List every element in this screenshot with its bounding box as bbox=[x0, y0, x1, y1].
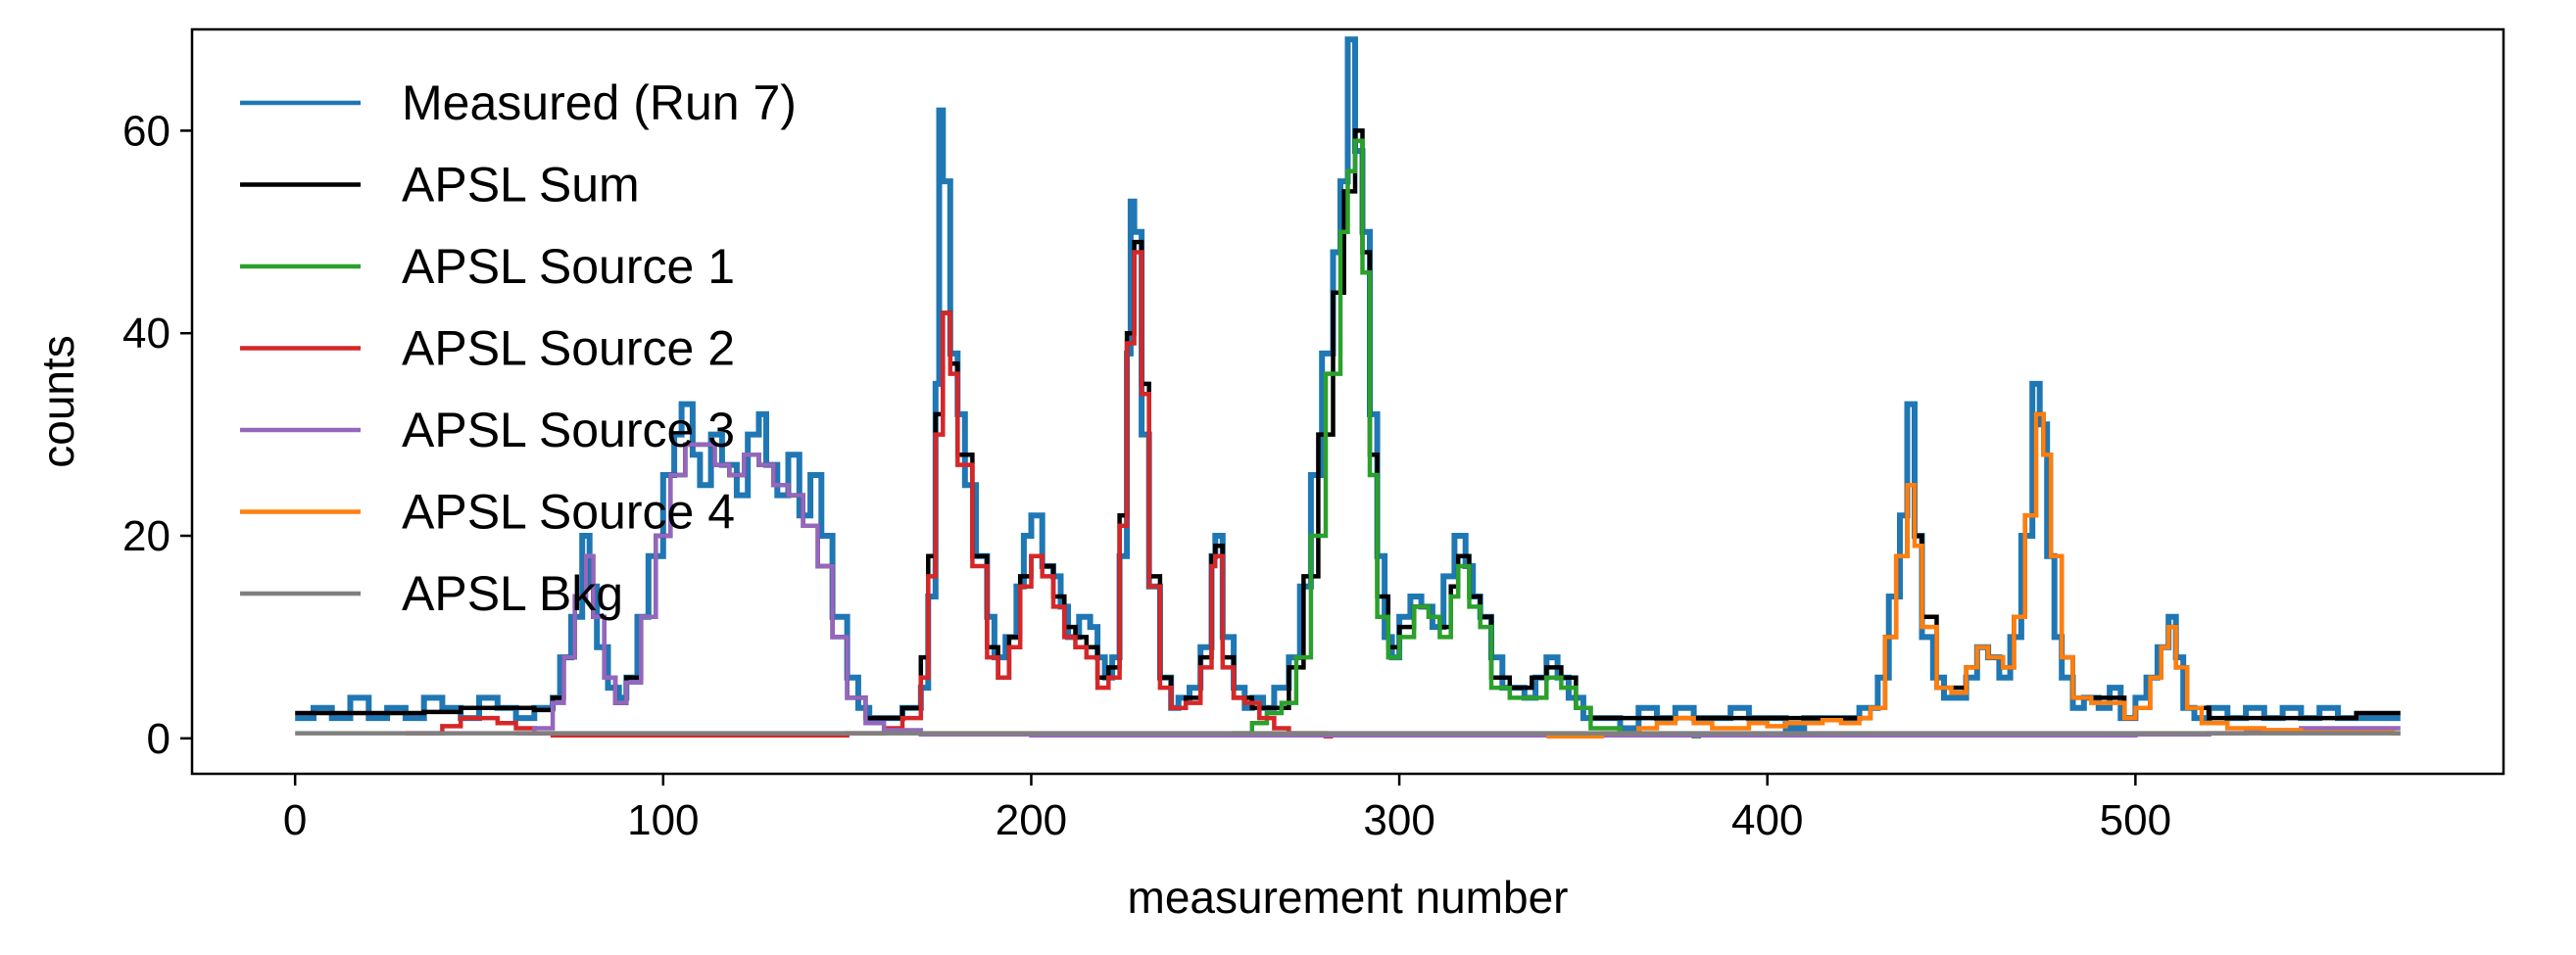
legend-label-source1: APSL Source 1 bbox=[402, 239, 735, 294]
ticks-layer: 0 100 200 300 400 500 0 20 40 60 bbox=[122, 107, 2171, 844]
series-line-source1 bbox=[1178, 138, 1702, 739]
plot-frame bbox=[190, 27, 2505, 776]
legend-label-source2: APSL Source 2 bbox=[402, 321, 735, 376]
x-tick-label: 200 bbox=[996, 796, 1067, 844]
series-layer bbox=[295, 36, 2401, 739]
y-tick-label: 40 bbox=[122, 310, 170, 358]
legend-label-bkg: APSL Bkg bbox=[402, 566, 623, 621]
series-line-source4 bbox=[1546, 411, 2401, 739]
y-tick-label: 20 bbox=[122, 512, 170, 560]
x-tick-label: 100 bbox=[627, 796, 699, 844]
x-axis-title: measurement number bbox=[1128, 872, 1569, 923]
x-tick-label: 0 bbox=[283, 796, 307, 844]
x-tick-label: 500 bbox=[2100, 796, 2171, 844]
y-tick-label: 60 bbox=[122, 107, 170, 155]
legend-label-sum: APSL Sum bbox=[402, 158, 640, 213]
legend-label-source4: APSL Source 4 bbox=[402, 485, 735, 540]
legend-label-measured: Measured (Run 7) bbox=[402, 75, 797, 130]
legend-label-source3: APSL Source 3 bbox=[402, 403, 735, 457]
legend: Measured (Run 7) APSL Sum APSL Source 1 APS… bbox=[240, 75, 797, 621]
y-axis-title: counts bbox=[32, 335, 83, 468]
y-tick-label: 0 bbox=[147, 715, 170, 763]
x-tick-label: 300 bbox=[1363, 796, 1434, 844]
x-tick-label: 400 bbox=[1731, 796, 1803, 844]
